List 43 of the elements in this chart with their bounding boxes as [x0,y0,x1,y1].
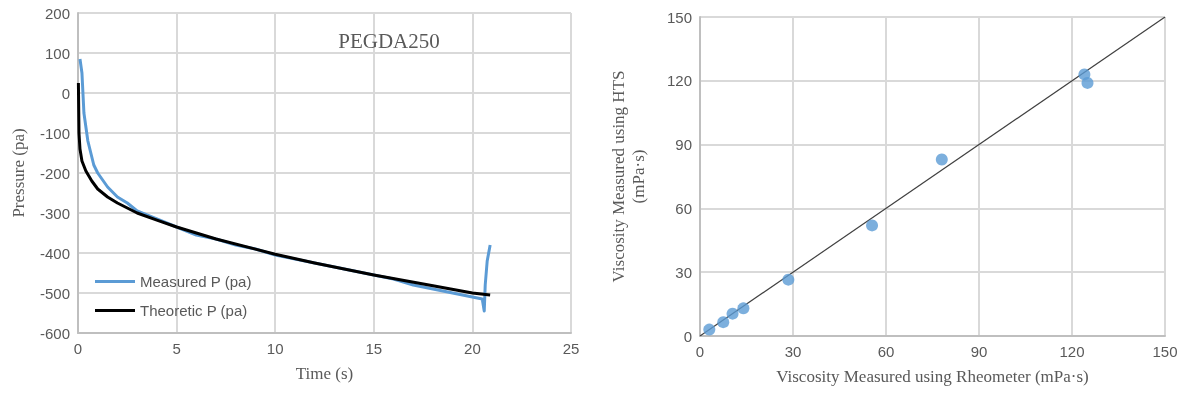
point [737,302,750,315]
y-tick-label: -500 [39,284,70,302]
y-tick-label: 0 [683,327,692,345]
x-tick-label: 150 [1152,343,1178,360]
x-tick-label: 5 [172,340,181,357]
y-tick-label: 90 [675,136,692,154]
legend-label: Measured P (pa) [140,273,252,290]
point [935,153,948,166]
x-tick-label: 60 [877,343,895,360]
x-tick-label: 20 [464,340,481,357]
y-tick-label: -300 [39,204,70,222]
x-tick-label: 15 [365,340,383,357]
y-tick-label: 100 [44,44,70,62]
line-series [76,81,492,297]
x-axis-title: Time (s) [295,363,354,383]
point [703,323,716,336]
x-tick-label: 90 [970,343,988,360]
point [1081,76,1094,89]
point [717,316,730,329]
point [866,219,879,232]
y-tick-label: 120 [666,72,692,90]
y-tick-label: 200 [44,4,70,22]
y-axis-title: Viscosity Measured using HTS (mPa·s) [608,70,648,283]
y-axis-title: Pressure (pa) [8,128,28,218]
y-tick-label: -400 [39,244,70,262]
x-tick-label: 0 [73,340,83,357]
y-tick-label: -100 [39,124,70,142]
x-tick-label: 10 [266,340,284,357]
y-tick-label: -600 [39,324,70,342]
y-tick-label: -200 [39,164,70,182]
point [726,307,739,320]
x-tick-label: 0 [695,343,705,360]
y-tick-label: 60 [675,199,692,217]
legend-label: Theoretic P (pa) [140,302,248,319]
x-tick-label: 120 [1059,343,1085,360]
text: PEGDA250 [338,28,440,53]
x-tick-label: 30 [784,343,802,360]
x-axis-title: Viscosity Measured using Rheometer (mPa·s) [776,366,1089,386]
y-tick-label: 150 [666,8,692,26]
x-tick-label: 25 [562,340,580,357]
point [782,273,795,286]
y-tick-label: 0 [61,84,70,102]
y-tick-label: 30 [675,263,692,281]
